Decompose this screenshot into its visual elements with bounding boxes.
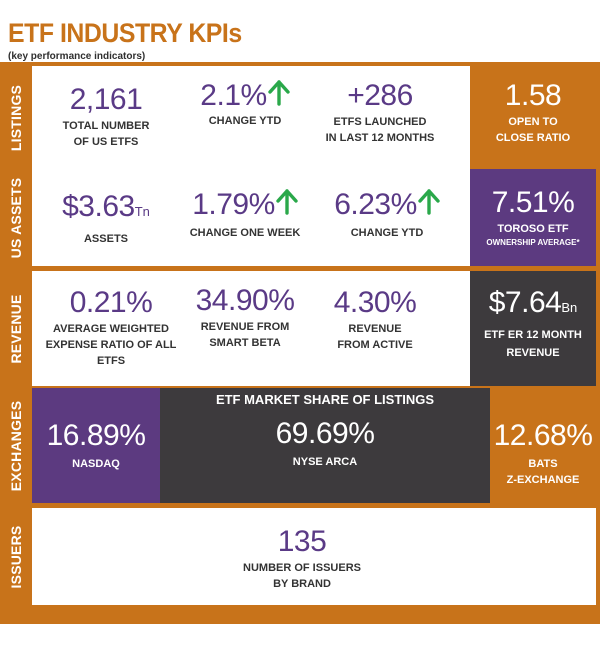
bats-value: 12.68% (493, 419, 593, 452)
exchanges-row-label: EXCHANGES (8, 400, 24, 491)
up-arrow-icon (418, 189, 440, 222)
assets-change-ytd-label: CHANGE YTD (350, 227, 424, 239)
etfs-launched-value: +286 (347, 79, 413, 112)
us-assets-row: US ASSETS $3.63Tn ASSETS 1.79% CHANGE ON… (0, 169, 600, 266)
listings-change-ytd-label: CHANGE YTD (208, 115, 282, 127)
issuers-row: ISSUERS 135 NUMBER OF ISSUERS BY BRAND (0, 508, 600, 605)
issuers-value: 135 (277, 525, 327, 558)
etfs-launched-metric: +286 ETFs LAUNCHED IN LAST 12 MONTHS (310, 80, 450, 146)
active-revenue-label: REVENUE FROM ACTIVE (337, 323, 413, 351)
up-arrow-icon (267, 80, 290, 113)
assets-metric: $3.63Tn ASSETS (36, 191, 176, 247)
etfs-launched-label: ETFs LAUNCHED IN LAST 12 MONTHS (325, 116, 435, 144)
revenue-row-label: REVENUE (8, 293, 24, 364)
change-one-week-metric: 1.79% CHANGE ONE WEEK (180, 189, 310, 241)
er-revenue-box: $7.64Bn ETF ER 12 MONTH REVENUE (470, 271, 596, 386)
smart-beta-value: 34.90% (195, 284, 295, 317)
er-revenue-value: $7.64 (488, 286, 562, 319)
nyse-arca-label: NYSE ARCA (292, 456, 358, 468)
revenue-panel: 0.21% AVERAGE WEIGHTED EXPENSE RATIO OF … (32, 271, 470, 386)
listings-row: LISTINGS 2,161 TOTAL NUMBER OF US ETFs 2… (0, 66, 600, 169)
expense-ratio-label: AVERAGE WEIGHTED EXPENSE RATIO OF ALL ET… (45, 323, 177, 367)
expense-ratio-metric: 0.21% AVERAGE WEIGHTED EXPENSE RATIO OF … (36, 287, 186, 369)
revenue-row: REVENUE 0.21% AVERAGE WEIGHTED EXPENSE R… (0, 271, 600, 386)
nasdaq-value: 16.89% (46, 419, 146, 452)
assets-change-ytd-metric: 6.23% CHANGE YTD (322, 189, 452, 241)
listings-row-label: LISTINGS (8, 84, 24, 151)
open-close-ratio-label: OPEN TO CLOSE RATIO (495, 116, 571, 144)
page-subtitle: (key performance indicators) (8, 51, 146, 62)
issuers-label: NUMBER OF ISSUERS BY BRAND (243, 562, 361, 590)
us-assets-row-label: US ASSETS (8, 177, 24, 258)
assets-unit: Tn (134, 204, 150, 219)
smart-beta-label: REVENUE FROM SMART BETA (200, 321, 290, 349)
er-revenue-label: ETF ER 12 MONTH REVENUE (484, 329, 582, 359)
er-revenue-unit: Bn (561, 300, 578, 315)
active-revenue-value: 4.30% (333, 286, 417, 319)
nyse-arca-box: ETF MARKET SHARE OF LISTINGS 69.69% NYSE… (160, 388, 490, 503)
bats-box: 12.68% BATS Z-EXCHANGE (490, 388, 596, 503)
toroso-ownership-label: TOROSO ETF OWNERSHIP AVERAGE* (486, 223, 580, 247)
toroso-ownership-value: 7.51% (491, 186, 575, 219)
assets-label: ASSETS (83, 233, 128, 245)
bats-label: BATS Z-EXCHANGE (506, 458, 580, 486)
up-arrow-icon (276, 189, 298, 222)
nasdaq-box: 16.89% NASDAQ (32, 388, 160, 503)
listings-change-ytd-value: 2.1% (200, 79, 267, 112)
market-share-heading: ETF MARKET SHARE OF LISTINGS (215, 392, 435, 407)
listings-panel: 2,161 TOTAL NUMBER OF US ETFs 2.1% CHANG… (32, 66, 470, 169)
page-title: ETF INDUSTRY KPIs (8, 18, 242, 48)
total-etfs-metric: 2,161 TOTAL NUMBER OF US ETFs (36, 84, 176, 150)
open-close-ratio-box: 1.58 OPEN TO CLOSE RATIO (470, 66, 596, 169)
us-assets-panel: $3.63Tn ASSETS 1.79% CHANGE ONE WEEK 6.2… (32, 169, 470, 266)
total-etfs-value: 2,161 (69, 83, 143, 116)
toroso-ownership-box: 7.51% TOROSO ETF OWNERSHIP AVERAGE* (470, 169, 596, 266)
total-etfs-label: TOTAL NUMBER OF US ETFs (62, 120, 150, 148)
issuers-metric: 135 NUMBER OF ISSUERS BY BRAND (202, 526, 402, 592)
exchanges-row: EXCHANGES 16.89% NASDAQ ETF MARKET SHARE… (0, 388, 600, 503)
active-revenue-metric: 4.30% REVENUE FROM ACTIVE (310, 287, 440, 353)
change-one-week-value: 1.79% (192, 188, 275, 221)
assets-change-ytd-value: 6.23% (334, 188, 417, 221)
kpi-frame: LISTINGS 2,161 TOTAL NUMBER OF US ETFs 2… (0, 62, 600, 624)
nyse-arca-value: 69.69% (275, 417, 375, 450)
nasdaq-label: NASDAQ (72, 458, 120, 470)
open-close-ratio-value: 1.58 (504, 79, 562, 112)
smart-beta-metric: 34.90% REVENUE FROM SMART BETA (180, 285, 310, 351)
issuers-panel: 135 NUMBER OF ISSUERS BY BRAND (32, 508, 596, 605)
expense-ratio-value: 0.21% (69, 286, 153, 319)
change-one-week-label: CHANGE ONE WEEK (189, 227, 301, 239)
assets-value: $3.63 (62, 190, 135, 223)
listings-change-ytd-metric: 2.1% CHANGE YTD (180, 80, 310, 129)
issuers-row-label: ISSUERS (8, 525, 24, 588)
